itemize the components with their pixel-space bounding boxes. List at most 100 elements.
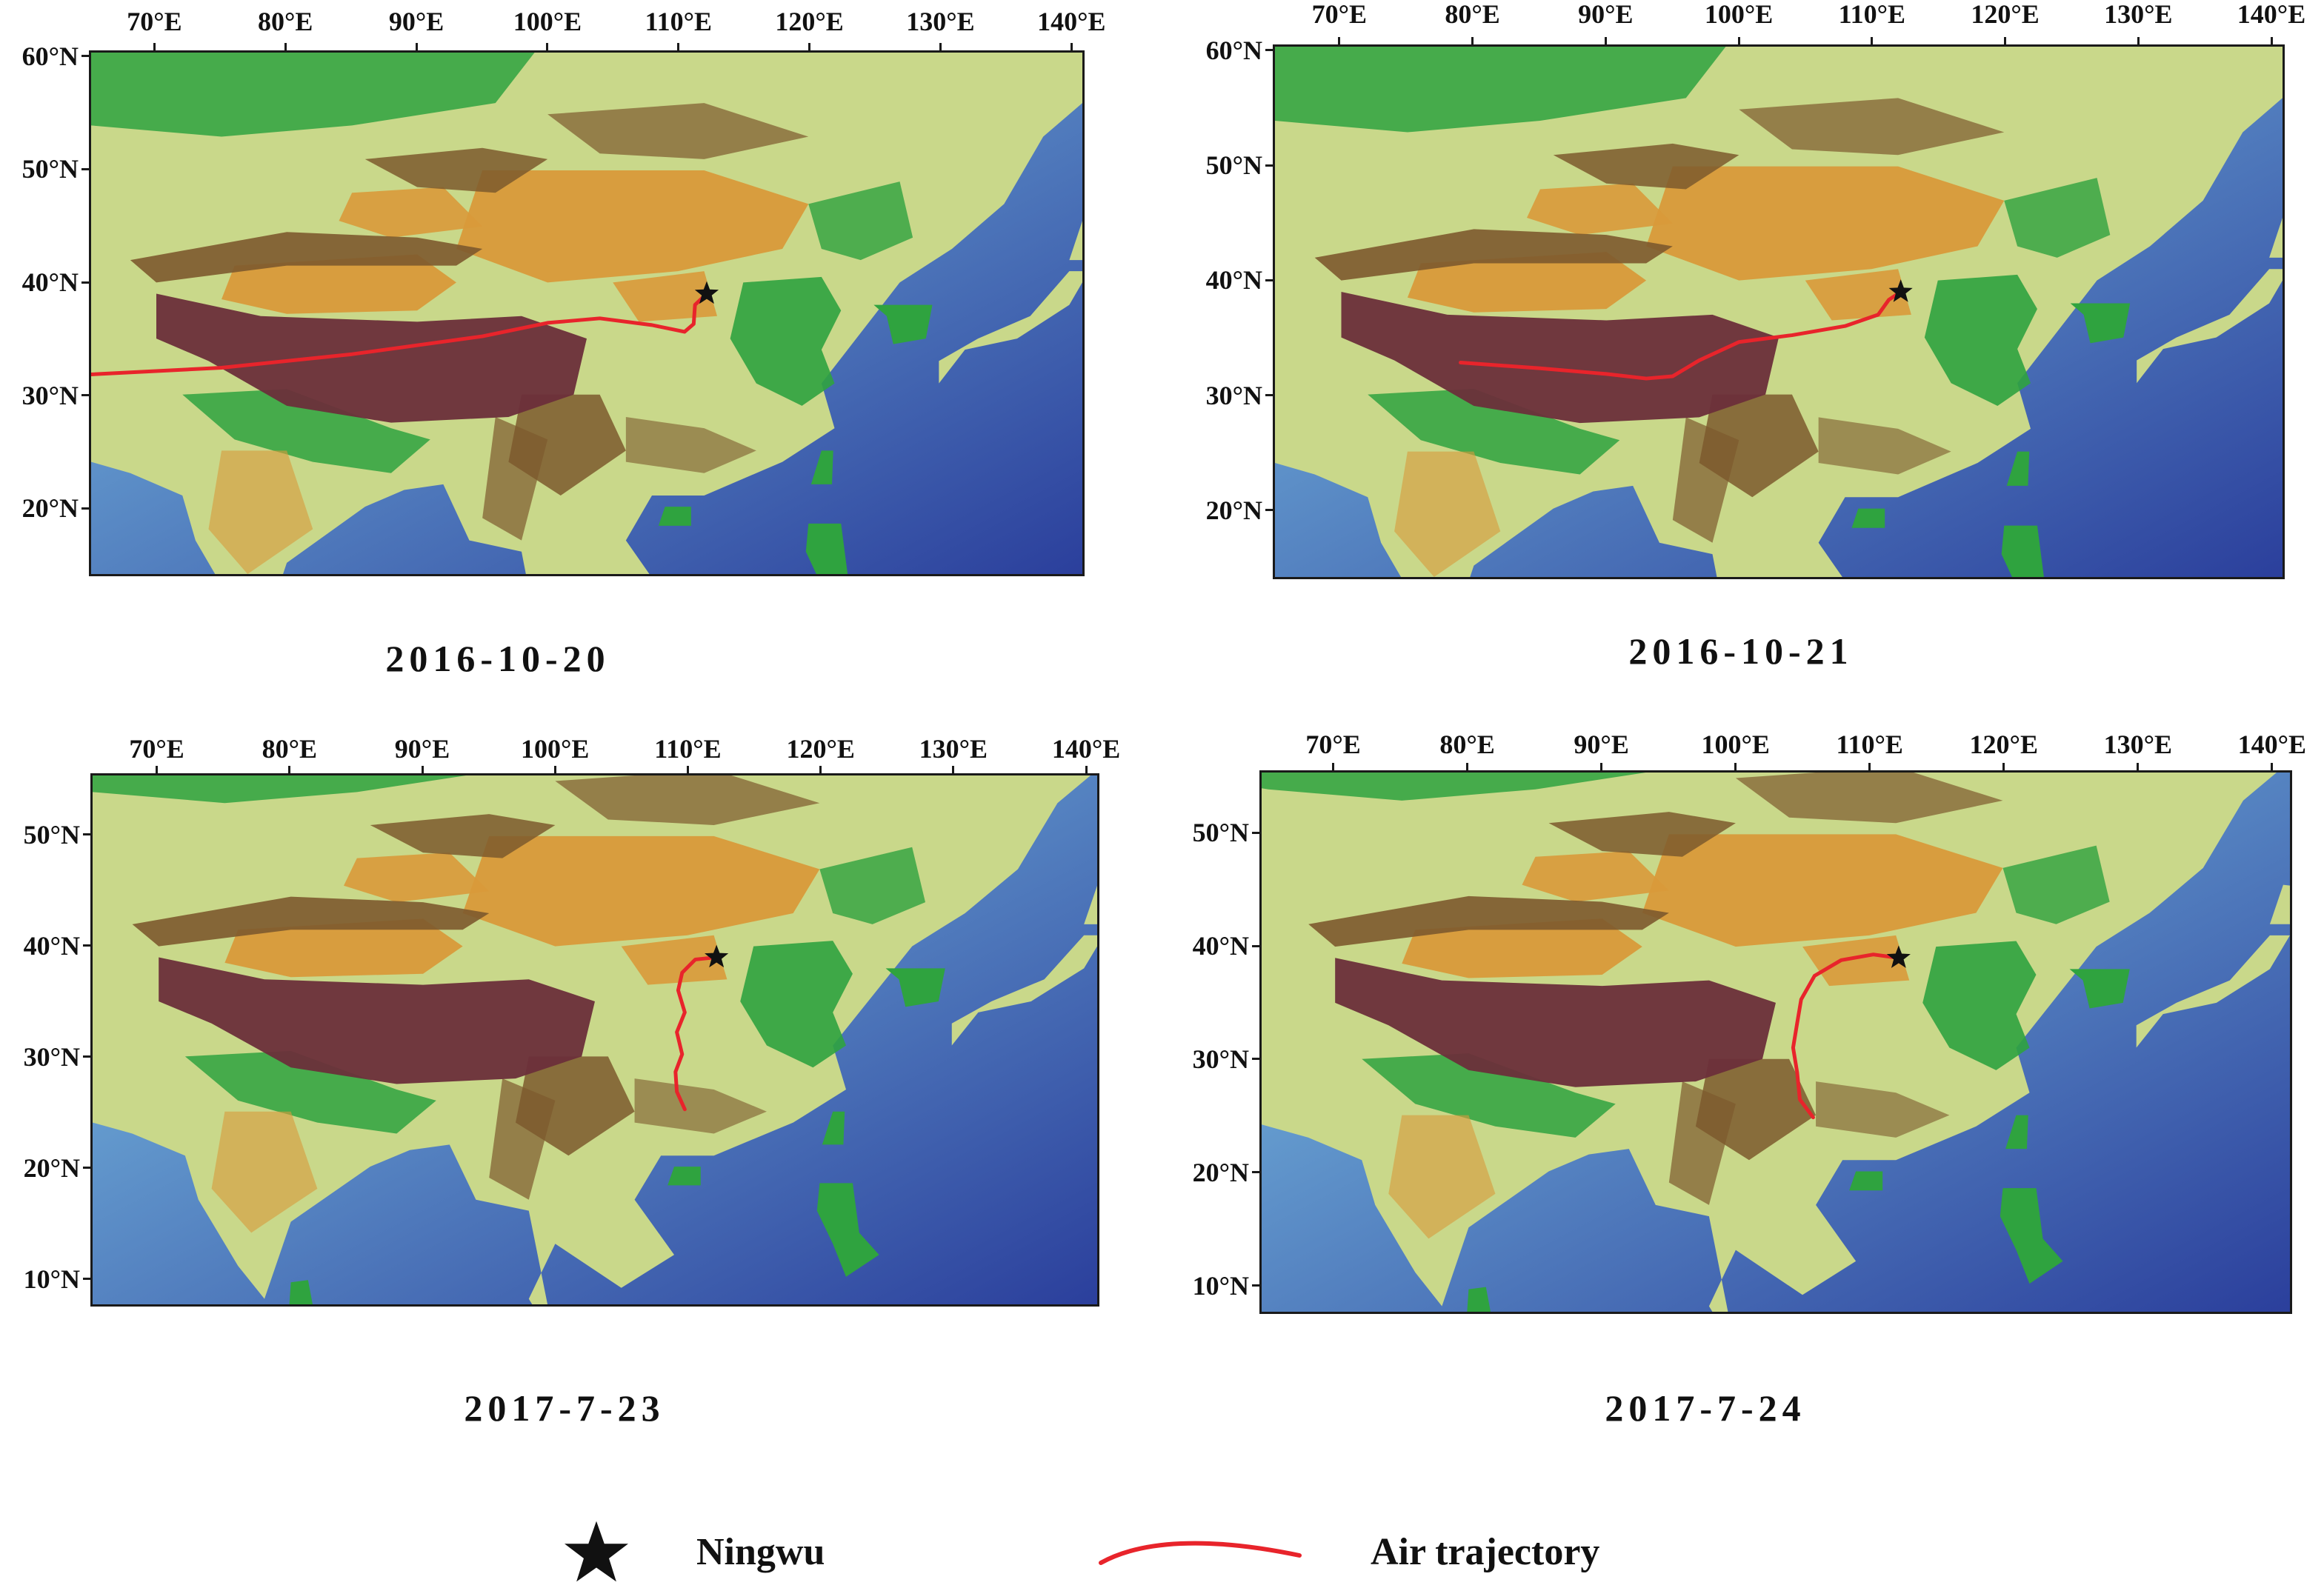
- longitude-tick: [819, 766, 822, 773]
- longitude-tick: [546, 43, 549, 50]
- loess-plateau: [1802, 935, 1910, 987]
- southern-hills: [634, 1078, 767, 1134]
- hainan: [667, 1167, 701, 1186]
- siberian-lowland: [1262, 773, 1646, 801]
- hainan: [1849, 1171, 1883, 1191]
- terrain-layer: [1262, 773, 2290, 1312]
- longitude-tick-label: 130°E: [919, 734, 988, 764]
- longitude-tick-label: 100°E: [521, 734, 590, 764]
- siberian-lowland: [93, 775, 467, 804]
- latitude-tick: [1252, 944, 1259, 947]
- longitude-tick: [952, 766, 955, 773]
- southern-hills: [1818, 417, 1951, 475]
- longitude-tick-label: 70°E: [127, 7, 182, 36]
- air-trajectory-line: [1459, 290, 1903, 381]
- dzungaria: [1522, 851, 1669, 902]
- dzungaria: [339, 187, 483, 238]
- latitude-tick: [83, 944, 90, 947]
- taiwan: [2005, 1115, 2028, 1150]
- longitude-tick: [1604, 37, 1607, 44]
- longitude-tick: [677, 43, 680, 50]
- longitude-tick-label: 140°E: [1051, 734, 1121, 764]
- latitude-tick-label: 40°N: [1192, 931, 1249, 961]
- ningwu-site-marker: [705, 944, 729, 968]
- philippines: [805, 523, 848, 574]
- indo-gangetic-plain: [182, 389, 430, 473]
- latitude-tick: [1252, 1058, 1259, 1061]
- latitude-tick-label: 20°N: [1205, 495, 1262, 525]
- terrain-layer: [93, 775, 1097, 1304]
- longitude-tick: [1871, 37, 1874, 44]
- altai: [1548, 812, 1736, 857]
- legend-trajectory: Air trajectory: [1096, 1526, 1599, 1578]
- relief-map: [89, 50, 1085, 576]
- longitude-tick: [153, 43, 156, 50]
- hokkaido: [2269, 884, 2290, 924]
- latitude-tick: [1265, 49, 1273, 52]
- deccan: [208, 450, 313, 574]
- latitude-tick-label: 10°N: [23, 1264, 80, 1294]
- latitude-tick: [1265, 509, 1273, 512]
- sri-lanka: [1467, 1287, 1491, 1312]
- latitude-tick: [1265, 278, 1273, 281]
- star-icon: [565, 1521, 628, 1582]
- philippines: [2000, 1188, 2063, 1284]
- panel-date-caption: 2016-10-21: [1628, 630, 1854, 672]
- tarim-basin: [224, 918, 463, 978]
- longitude-tick: [939, 43, 942, 50]
- southern-hills: [1816, 1081, 1950, 1138]
- latitude-tick-label: 50°N: [1205, 150, 1262, 181]
- longitude-tick-label: 70°E: [129, 734, 184, 764]
- latitude-tick-label: 30°N: [1192, 1044, 1249, 1074]
- deccan: [1394, 451, 1501, 577]
- longitude-tick: [1600, 763, 1603, 770]
- latitude-tick-label: 40°N: [1205, 265, 1262, 296]
- longitude-tick-label: 90°E: [394, 734, 450, 764]
- latitude-tick: [83, 1167, 90, 1169]
- sayan-mountains: [547, 103, 809, 159]
- longitude-tick: [415, 43, 418, 50]
- sayan-mountains: [555, 775, 820, 825]
- legend-site: Ningwu: [563, 1520, 825, 1584]
- hainan: [658, 507, 691, 526]
- panel-date-caption: 2017-7-23: [464, 1387, 665, 1429]
- deccan: [1388, 1115, 1496, 1239]
- latitude-tick-label: 20°N: [21, 493, 79, 524]
- longitude-tick: [2270, 37, 2273, 44]
- longitude-tick: [2004, 37, 2007, 44]
- gobi-desert: [462, 835, 820, 947]
- longitude-tick: [156, 766, 159, 773]
- latitude-tick-label: 20°N: [23, 1152, 80, 1183]
- latitude-tick: [81, 167, 89, 170]
- taiwan: [822, 1111, 845, 1145]
- longitude-tick-label: 140°E: [2237, 730, 2307, 759]
- terrain-layer: [1275, 47, 2283, 577]
- northeast-plain: [808, 181, 913, 261]
- latitude-tick: [81, 55, 89, 58]
- latitude-tick-label: 50°N: [21, 154, 79, 184]
- longitude-tick-label: 130°E: [906, 7, 975, 36]
- longitude-tick-label: 100°E: [513, 7, 582, 36]
- longitude-tick: [284, 43, 287, 50]
- tibetan-plateau: [1335, 958, 1776, 1087]
- taiwan: [810, 450, 833, 484]
- tian-shan: [1308, 895, 1669, 947]
- panel-date-caption: 2016-10-20: [385, 638, 610, 679]
- tian-shan: [130, 232, 483, 283]
- gobi-desert: [1642, 834, 2003, 947]
- gobi-desert: [1646, 166, 2005, 281]
- latitude-tick: [83, 833, 90, 835]
- tarim-basin: [1407, 252, 1647, 313]
- longitude-tick-label: 130°E: [2104, 0, 2173, 29]
- legend-site-label: Ningwu: [696, 1530, 825, 1573]
- philippines: [2001, 525, 2044, 577]
- longitude-tick-label: 110°E: [1838, 0, 1906, 29]
- korea: [873, 304, 933, 344]
- longitude-tick-label: 90°E: [1578, 0, 1634, 29]
- air-trajectory-line: [1791, 953, 1901, 1120]
- japan: [939, 271, 1082, 384]
- japan: [2137, 269, 2283, 384]
- altai: [364, 147, 548, 193]
- relief-map: [1273, 44, 2285, 579]
- latitude-tick-label: 10°N: [1192, 1270, 1249, 1301]
